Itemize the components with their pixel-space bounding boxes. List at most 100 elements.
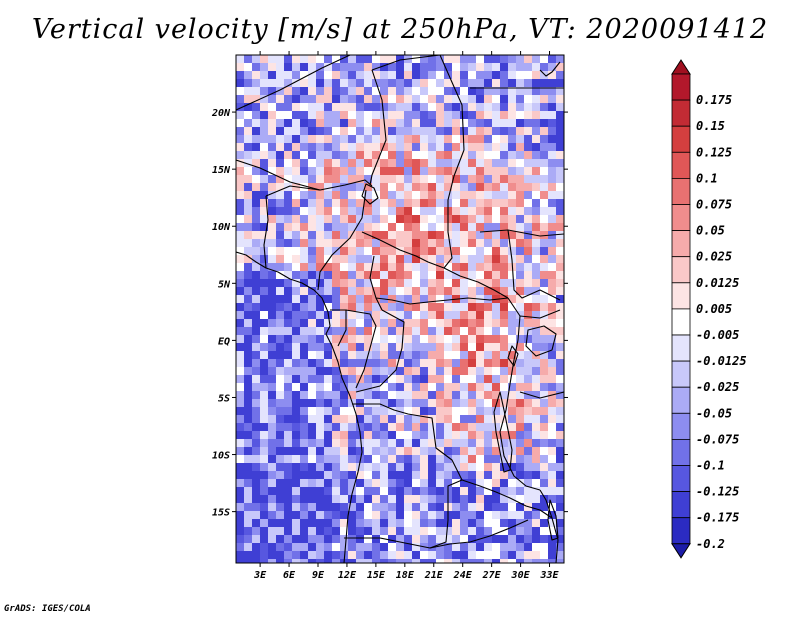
- colorbar-segment: [671, 177, 691, 205]
- colorbar-segment: [671, 230, 691, 258]
- colorbar-label: 0.075: [696, 198, 732, 212]
- y-tick-label: 5S: [218, 393, 230, 404]
- border-tanzania: [519, 391, 564, 399]
- colorbar: 0.175 0.15 0.125 0.1 0.075 0.05 0.025 0.0125 0.0…: [671, 59, 747, 559]
- border-niger-libya: [371, 55, 441, 71]
- border-zambia-south: [469, 519, 529, 543]
- x-tick-label: 12E: [338, 570, 357, 581]
- map-title: Vertical velocity [m/s] at 250hPa, VT: 2…: [31, 14, 769, 45]
- colorbar-segment: [671, 73, 691, 101]
- x-tick-label: 9E: [312, 570, 325, 581]
- x-axis-ticks: 3E 6E 9E 12E 15E 18E 21E 24E 27E 30E 33E: [253, 51, 560, 581]
- colorbar-segment: [671, 334, 691, 362]
- border-libya-chad: [369, 69, 387, 186]
- lake-chad: [361, 183, 379, 205]
- lake-malawi: [547, 499, 559, 541]
- colorbar-label: -0.2: [696, 537, 725, 551]
- colorbar-segment: [671, 99, 691, 127]
- y-axis-ticks: 20N 15N 10N 5N EQ 5S 10S 15S: [211, 108, 568, 519]
- colorbar-label: 0.125: [696, 145, 732, 159]
- border-drc-east: [499, 297, 541, 491]
- y-tick-label: 10N: [212, 222, 231, 233]
- x-tick-label: 24E: [453, 570, 473, 581]
- colorbar-segment: [671, 412, 691, 440]
- border-nigeria-cameroon: [317, 189, 367, 291]
- colorbar-label: -0.05: [696, 406, 732, 420]
- colorbar-top-arrow: [671, 59, 691, 75]
- colorbar-label: -0.175: [696, 511, 739, 525]
- border-chad-car: [361, 231, 445, 269]
- colorbar-segment: [671, 282, 691, 310]
- x-tick-label: 15E: [367, 570, 386, 581]
- border-uganda-kenya: [519, 309, 561, 319]
- colorbar-label: -0.0125: [696, 354, 747, 368]
- x-tick-label: 33E: [539, 570, 559, 581]
- x-tick-label: 27E: [482, 570, 502, 581]
- colorbar-segment: [671, 308, 691, 336]
- vertical-velocity-field: [236, 55, 564, 563]
- border-sudan-ethiopia: [507, 229, 561, 301]
- border-car-sudan: [443, 267, 509, 299]
- colorbar-label: 0.0125: [696, 276, 739, 290]
- y-tick-label: 10S: [212, 451, 230, 462]
- x-tick-label: 3E: [253, 570, 267, 581]
- y-tick-label: 15N: [212, 165, 231, 176]
- border-chad-sudan: [443, 149, 465, 269]
- colorbar-label: 0.1: [696, 171, 718, 185]
- border-car-drc: [375, 297, 509, 305]
- colorbar-segment: [671, 438, 691, 466]
- y-tick-label: 15S: [212, 508, 230, 519]
- border-angola-namibia: [344, 537, 471, 549]
- colorbar-segment: [671, 256, 691, 284]
- x-tick-label: 30E: [511, 570, 531, 581]
- coastline-central-africa: [325, 311, 363, 563]
- colorbar-segment: [671, 465, 691, 493]
- border-nigeria-north: [265, 185, 321, 197]
- colorbar-label: -0.005: [696, 328, 739, 342]
- lake-victoria: [525, 325, 557, 357]
- lake-albert: [507, 345, 519, 367]
- border-congo: [345, 309, 377, 389]
- colorbar-label: -0.125: [696, 485, 739, 499]
- colorbar-label: -0.075: [696, 432, 739, 446]
- border-congo-drc: [355, 309, 405, 393]
- border-south-sudan: [479, 229, 564, 237]
- colorbar-label: 0.15: [696, 119, 725, 133]
- colorbar-segment: [671, 125, 691, 153]
- x-tick-label: 21E: [424, 570, 444, 581]
- border-cameroon-car: [369, 255, 383, 311]
- x-tick-label: 6E: [283, 570, 296, 581]
- border-zambia: [461, 479, 553, 519]
- y-tick-label: 5N: [218, 279, 231, 290]
- country-borders: [236, 55, 564, 563]
- map-frame: [235, 54, 565, 564]
- grads-credit: GrADS: IGES/COLA: [4, 604, 91, 614]
- colorbar-bottom-arrow: [671, 543, 691, 559]
- colorbar-label: 0.005: [696, 302, 732, 316]
- coastline-west-africa: [236, 251, 329, 313]
- lake-tanganyika: [493, 391, 513, 473]
- border-drc-angola: [352, 403, 463, 481]
- colorbar-segment: [671, 491, 691, 519]
- colorbar-label: 0.025: [696, 250, 732, 264]
- border-malawi: [539, 489, 559, 563]
- colorbar-segment: [671, 386, 691, 414]
- y-tick-label: EQ: [218, 336, 230, 347]
- field-panel: [236, 55, 564, 563]
- y-tick-label: 20N: [211, 108, 231, 119]
- border-gabon: [330, 309, 347, 347]
- border-niger-north: [236, 55, 351, 111]
- colorbar-segment: [671, 360, 691, 388]
- colorbar-segment: [671, 151, 691, 179]
- colorbar-segment: [671, 517, 691, 545]
- border-angola-zambia: [429, 479, 463, 549]
- red-sea-coast: [539, 61, 561, 77]
- colorbar-label: -0.1: [696, 459, 725, 473]
- colorbar-label: 0.05: [696, 224, 725, 238]
- border-libya-sudan: [439, 55, 465, 151]
- x-tick-label: 18E: [396, 570, 415, 581]
- border-nigeria: [263, 195, 269, 269]
- colorbar-segment: [671, 204, 691, 232]
- colorbar-label: -0.025: [696, 380, 739, 394]
